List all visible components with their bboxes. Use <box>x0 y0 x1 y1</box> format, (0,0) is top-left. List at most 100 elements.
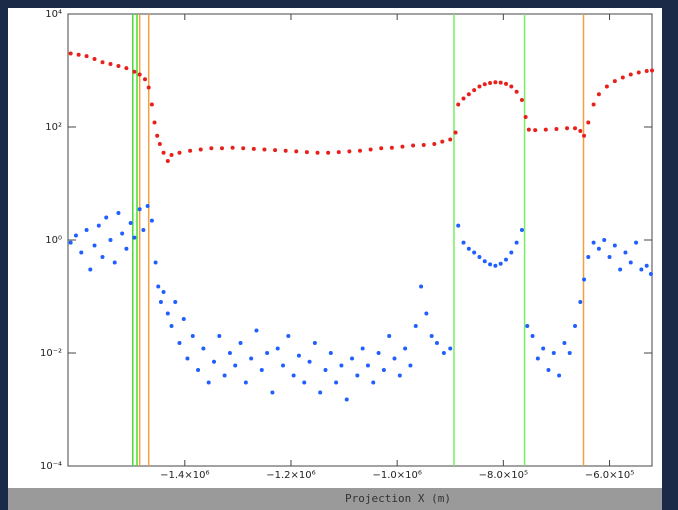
data-point <box>411 143 416 148</box>
data-point <box>368 147 373 152</box>
data-point <box>498 261 503 266</box>
data-point <box>408 363 413 368</box>
data-point <box>466 246 471 251</box>
data-point <box>259 368 264 373</box>
data-point <box>230 145 235 150</box>
data-point <box>493 263 498 268</box>
data-point <box>413 324 418 329</box>
data-point <box>265 351 270 355</box>
data-point <box>578 299 583 304</box>
data-point <box>419 284 424 289</box>
data-point <box>618 267 623 272</box>
data-point <box>76 52 81 57</box>
data-point <box>448 137 453 142</box>
data-point <box>120 231 125 236</box>
data-point <box>190 333 195 338</box>
data-point <box>582 133 587 138</box>
data-point <box>161 150 166 155</box>
data-point <box>604 84 609 89</box>
data-point <box>238 341 243 346</box>
data-point <box>586 255 591 260</box>
data-point <box>296 353 301 358</box>
data-point <box>212 359 216 364</box>
data-point <box>100 255 105 260</box>
data-point <box>124 246 129 251</box>
data-point <box>141 228 146 233</box>
data-point <box>116 64 121 69</box>
data-point <box>161 290 166 295</box>
data-point <box>441 351 446 355</box>
data-point <box>188 148 193 153</box>
data-point <box>586 120 591 125</box>
data-point <box>88 267 93 272</box>
data-point <box>157 142 162 147</box>
data-point <box>472 88 477 93</box>
data-point <box>504 81 508 86</box>
data-point <box>318 390 323 395</box>
data-point <box>648 272 653 277</box>
data-point <box>294 149 299 154</box>
data-point <box>96 223 101 228</box>
data-point <box>488 81 493 86</box>
data-point <box>607 255 612 260</box>
data-point <box>466 92 471 97</box>
data-point <box>432 142 437 147</box>
data-point <box>156 284 161 289</box>
y-tick-label: 10² <box>45 122 62 133</box>
data-point <box>206 380 211 385</box>
data-point <box>227 351 232 355</box>
x-tick-label: −1.2×10⁶ <box>266 470 315 481</box>
data-point <box>291 373 296 378</box>
data-point <box>602 238 607 242</box>
data-point <box>312 341 317 346</box>
data-point <box>371 380 376 385</box>
data-point <box>482 82 487 87</box>
data-point <box>217 333 222 338</box>
data-point <box>514 240 519 245</box>
data-point <box>644 263 649 268</box>
data-point <box>68 51 73 56</box>
data-point <box>472 250 477 255</box>
data-point <box>177 150 182 155</box>
data-point <box>152 120 157 125</box>
data-point <box>132 235 137 240</box>
data-point <box>403 346 408 351</box>
data-point <box>173 299 178 304</box>
data-point <box>108 238 113 242</box>
data-point <box>554 127 559 132</box>
data-point <box>92 243 97 248</box>
data-point <box>397 373 402 378</box>
data-point <box>142 77 147 82</box>
x-tick-label: −6.0×10⁵ <box>585 470 634 481</box>
y-tick-label: 10⁴ <box>45 9 62 20</box>
data-point <box>222 373 227 378</box>
data-point <box>596 246 601 251</box>
data-point <box>582 277 587 282</box>
data-point <box>573 324 578 329</box>
data-point <box>493 80 498 85</box>
data-point <box>68 240 73 245</box>
data-point <box>84 228 89 233</box>
data-point <box>628 72 633 77</box>
x-tick-label: −8.0×10⁵ <box>479 470 528 481</box>
data-point <box>591 240 596 245</box>
data-point <box>461 240 466 245</box>
data-point <box>596 92 601 97</box>
data-point <box>519 98 524 103</box>
data-point <box>104 215 109 220</box>
data-point <box>365 363 370 368</box>
data-point <box>149 218 154 223</box>
data-point <box>275 346 280 351</box>
data-point <box>477 255 482 260</box>
data-point <box>639 267 644 272</box>
data-point <box>350 356 355 361</box>
data-point <box>254 328 259 333</box>
data-point <box>315 150 320 155</box>
data-point <box>209 146 214 151</box>
data-point <box>304 150 309 155</box>
data-point <box>440 139 445 144</box>
data-point <box>165 311 170 316</box>
data-point <box>392 356 397 361</box>
